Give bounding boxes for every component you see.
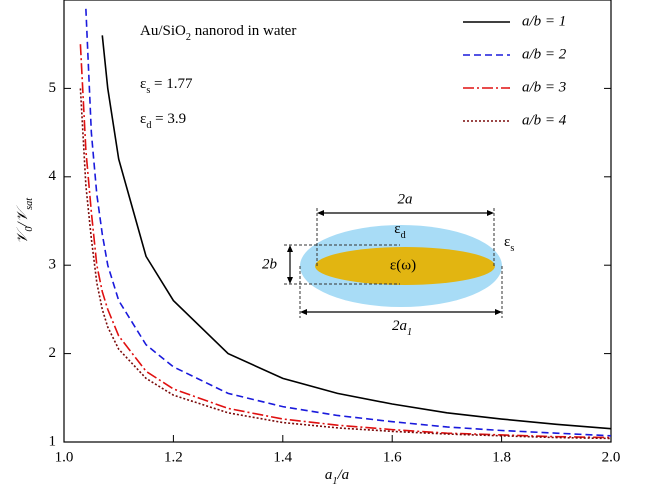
guides	[284, 208, 503, 318]
subscript: 0	[24, 226, 35, 231]
text-part: ε	[394, 221, 400, 237]
text-part: ε	[140, 76, 146, 92]
series-line	[101, 35, 611, 430]
y-tick-label: 5	[49, 80, 57, 96]
text-part: = 3.9	[151, 111, 186, 127]
series-line	[79, 44, 611, 439]
subscript: sat	[24, 197, 35, 210]
text-part: nanorod in water	[191, 23, 296, 39]
inset-label: 2a1	[392, 318, 412, 337]
legend-label: a/b = 1	[522, 13, 566, 29]
inset-diagram	[284, 208, 503, 318]
subscript: d	[401, 230, 406, 241]
legend-label: a/b = 3	[522, 79, 566, 95]
y-tick-label: 3	[49, 257, 57, 273]
text-part: Au/SiO	[140, 23, 186, 39]
y-tick-label: 1	[49, 433, 57, 449]
series-line	[85, 8, 611, 437]
annotation: εs = 1.77	[140, 76, 193, 95]
y-tick-label: 4	[49, 168, 57, 184]
legend-label: a/b = 2	[522, 46, 567, 62]
series-line	[79, 88, 611, 440]
x-tick-label: 1.6	[383, 449, 402, 465]
plot-frame	[63, 0, 612, 443]
subscript: 1	[332, 476, 337, 487]
inset-label: εs	[504, 234, 514, 253]
x-axis-label: a1/a	[325, 467, 349, 486]
dimension-arrows	[289, 212, 499, 313]
text-part: /a	[336, 467, 349, 483]
inset-label: ε(ω)	[390, 257, 416, 273]
text-part: = 1.77	[150, 76, 193, 92]
y-axis-label: 𝒱0/𝒱sat	[15, 197, 34, 244]
subscript: 1	[407, 327, 412, 338]
chart-title: Au/SiO2 nanorod in water	[140, 23, 296, 42]
subscript: d	[146, 120, 151, 131]
core	[315, 247, 495, 285]
y-tick-label: 2	[49, 345, 57, 361]
subscript: s	[146, 85, 150, 96]
arrow-heads	[287, 210, 502, 315]
x-tick-label: 1.8	[492, 449, 511, 465]
subscript: 2	[186, 32, 191, 43]
x-tick-label: 1.4	[273, 449, 292, 465]
subscript: s	[510, 243, 514, 254]
legend-label: a/b = 4	[522, 112, 567, 128]
x-tick-label: 2.0	[602, 449, 621, 465]
inset-label: 2a	[398, 191, 413, 207]
annotation: εd = 3.9	[140, 111, 186, 130]
inset-label: εd	[394, 221, 405, 240]
text-part: /𝒱	[15, 205, 31, 227]
x-tick-label: 1.2	[164, 449, 183, 465]
text-part: ε	[140, 111, 146, 127]
text-part: a	[325, 467, 333, 483]
text-part: ε	[504, 234, 510, 250]
text-part: 2a	[392, 318, 407, 334]
inset-label: 2b	[262, 256, 278, 272]
x-tick-label: 1.0	[55, 449, 74, 465]
